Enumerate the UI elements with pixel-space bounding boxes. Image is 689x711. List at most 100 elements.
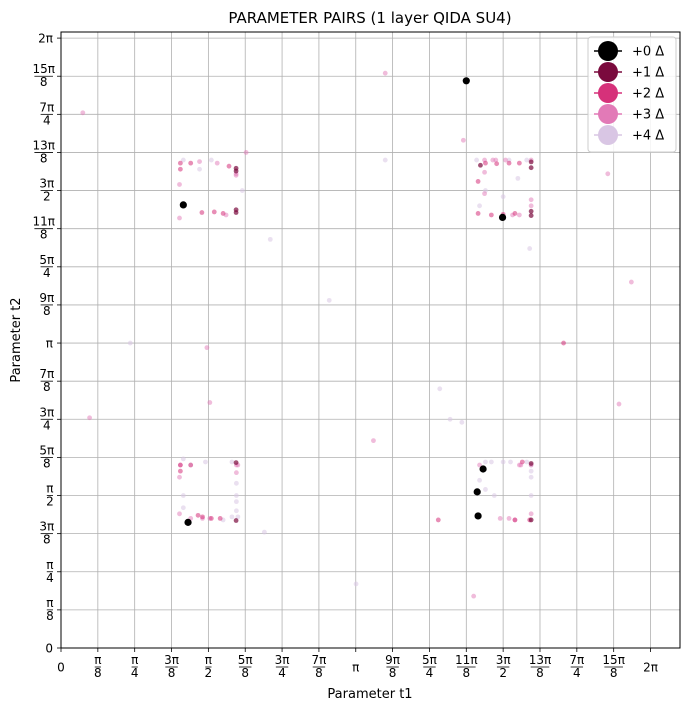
point-series-1 xyxy=(528,159,534,165)
point-series-2 xyxy=(220,211,226,216)
point-series-2 xyxy=(512,517,518,523)
point-series-2 xyxy=(177,166,183,172)
point-series-4 xyxy=(515,175,521,181)
svg-text:11π: 11π xyxy=(455,653,478,667)
point-series-1 xyxy=(233,165,239,171)
point-series-4 xyxy=(326,297,332,303)
y-tick-label: 0 xyxy=(45,642,53,656)
svg-text:π: π xyxy=(131,653,138,667)
svg-text:4: 4 xyxy=(278,666,286,680)
point-series-4 xyxy=(233,499,239,505)
point-series-3 xyxy=(528,511,534,517)
point-series-3 xyxy=(497,515,503,521)
legend-item: +4 Δ xyxy=(594,125,664,145)
svg-text:π: π xyxy=(46,596,53,610)
point-series-4 xyxy=(382,157,388,163)
point-series-2 xyxy=(483,160,488,166)
svg-text:8: 8 xyxy=(389,666,397,680)
svg-text:8: 8 xyxy=(94,666,102,680)
point-series-3 xyxy=(177,182,182,187)
legend-marker xyxy=(598,125,618,145)
point-series-3 xyxy=(528,203,534,209)
legend-label: +4 Δ xyxy=(632,129,664,144)
point-series-2 xyxy=(516,160,522,166)
point-series-4 xyxy=(528,468,534,474)
y-tick-label: 3π2 xyxy=(39,177,54,204)
legend-marker xyxy=(598,83,618,103)
svg-text:4: 4 xyxy=(43,113,51,127)
legend-item: +3 Δ xyxy=(594,104,664,124)
point-series-1 xyxy=(528,213,534,218)
x-tick-label: 0 xyxy=(57,661,65,675)
point-series-4 xyxy=(528,474,534,480)
point-series-2 xyxy=(561,340,566,346)
y-tick-label: π4 xyxy=(46,558,54,585)
x-tick-label: 3π8 xyxy=(164,653,179,680)
point-series-4 xyxy=(261,529,267,535)
x-tick-label: 2π xyxy=(643,661,658,675)
legend-item: +1 Δ xyxy=(594,62,664,82)
point-series-2 xyxy=(494,161,500,167)
point-series-4 xyxy=(491,493,497,498)
svg-text:4: 4 xyxy=(573,666,581,680)
svg-text:3π: 3π xyxy=(496,653,511,667)
svg-text:π: π xyxy=(205,653,212,667)
point-series-3 xyxy=(371,438,376,444)
point-series-2 xyxy=(200,514,205,520)
point-series-4 xyxy=(180,456,186,462)
svg-text:2π: 2π xyxy=(38,32,53,46)
point-series-3 xyxy=(177,215,182,221)
svg-text:8: 8 xyxy=(241,666,249,680)
point-series-3 xyxy=(471,593,477,599)
point-series-1 xyxy=(233,207,239,213)
svg-text:8: 8 xyxy=(462,666,470,680)
svg-text:2: 2 xyxy=(46,495,54,509)
point-series-4 xyxy=(233,493,239,498)
point-series-3 xyxy=(214,160,220,166)
point-series-4 xyxy=(459,419,465,425)
point-series-4 xyxy=(528,493,534,498)
svg-text:15π: 15π xyxy=(32,62,55,76)
point-series-3 xyxy=(197,159,202,165)
x-tick-label: 9π8 xyxy=(385,653,400,680)
y-tick-label: π2 xyxy=(46,482,54,509)
legend-label: +3 Δ xyxy=(632,108,664,123)
point-series-1 xyxy=(528,208,534,214)
point-series-4 xyxy=(500,194,506,200)
point-series-2 xyxy=(475,179,481,184)
point-series-3 xyxy=(460,137,466,143)
point-series-3 xyxy=(490,157,496,163)
svg-text:7π: 7π xyxy=(311,653,326,667)
svg-text:8: 8 xyxy=(536,666,544,680)
legend-label: +1 Δ xyxy=(632,66,664,81)
svg-text:π: π xyxy=(94,653,101,667)
point-series-3 xyxy=(503,157,508,163)
point-series-2 xyxy=(177,462,183,468)
point-series-4 xyxy=(500,459,506,465)
point-series-1 xyxy=(528,461,534,466)
x-tick-label: 5π4 xyxy=(422,653,437,680)
x-tick-label: π xyxy=(352,661,359,675)
point-series-2 xyxy=(506,160,512,166)
y-tick-label: 9π8 xyxy=(39,291,54,318)
point-series-4 xyxy=(233,480,239,486)
point-series-3 xyxy=(482,191,487,197)
point-series-4 xyxy=(524,157,530,163)
svg-text:3π: 3π xyxy=(39,177,54,191)
legend-marker xyxy=(598,62,618,82)
point-series-1 xyxy=(233,518,239,523)
point-series-3 xyxy=(204,345,210,351)
y-tick-label: 3π8 xyxy=(39,520,54,547)
point-series-3 xyxy=(516,212,522,218)
svg-text:7π: 7π xyxy=(39,367,54,381)
svg-text:8: 8 xyxy=(46,609,54,623)
point-series-4 xyxy=(229,514,235,520)
legend-marker xyxy=(598,41,618,61)
svg-text:2π: 2π xyxy=(643,661,658,675)
point-series-2 xyxy=(208,515,214,521)
svg-text:7π: 7π xyxy=(39,100,54,114)
point-series-2 xyxy=(512,211,518,216)
